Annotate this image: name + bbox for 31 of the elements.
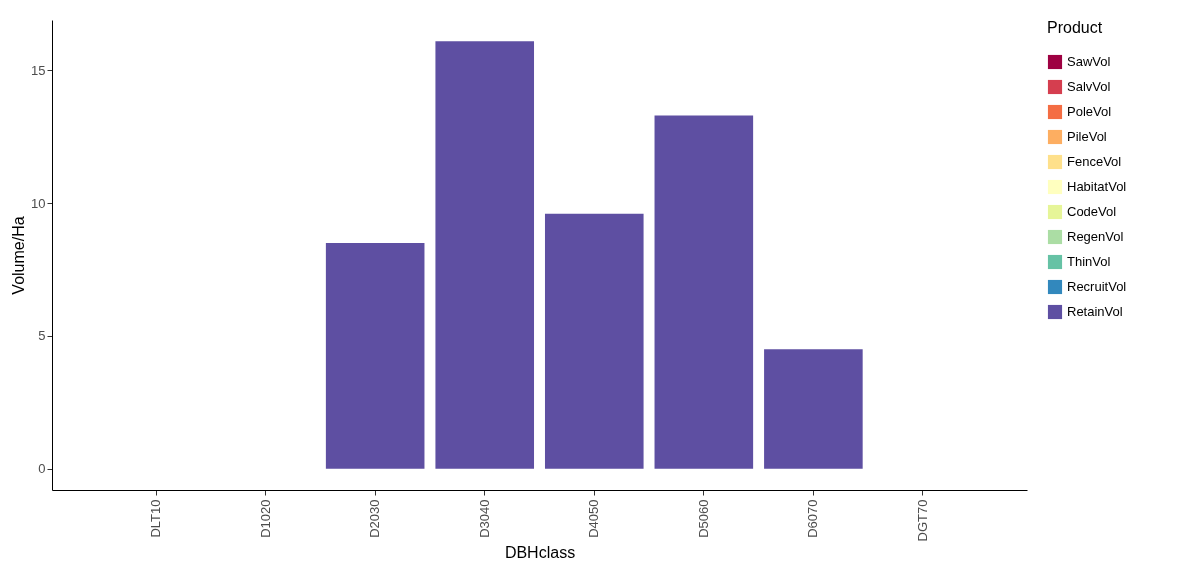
bar	[654, 115, 754, 469]
legend-label: PoleVol	[1067, 104, 1112, 119]
legend-label: CodeVol	[1067, 204, 1117, 219]
legend-label: RecruitVol	[1067, 279, 1127, 294]
x-tick-label: D4050	[586, 499, 602, 538]
y-tick-label: 5	[38, 328, 46, 344]
bar	[435, 41, 535, 469]
x-tick-label: D2030	[367, 499, 383, 538]
bar	[544, 213, 644, 469]
legend-label: ThinVol	[1067, 254, 1111, 269]
bar	[325, 243, 425, 469]
legend-label: SawVol	[1067, 54, 1111, 69]
legend-label: HabitatVol	[1067, 179, 1127, 194]
legend-label: SalvVol	[1067, 79, 1111, 94]
y-axis-title: Volume/Ha	[10, 216, 28, 295]
y-tick-label: 10	[31, 195, 46, 211]
y-tick-label: 0	[38, 461, 46, 477]
x-axis-title: DBHclass	[504, 544, 576, 562]
x-tick-label: D5060	[695, 499, 711, 538]
legend-label: FenceVol	[1067, 154, 1122, 169]
legend-title: Product	[1047, 19, 1103, 36]
legend-label: RetainVol	[1067, 304, 1123, 319]
legend-label: PileVol	[1067, 129, 1107, 144]
bar	[764, 349, 863, 469]
y-tick-label: 15	[31, 62, 46, 78]
legend-label: RegenVol	[1067, 229, 1124, 244]
x-tick-label: DLT10	[148, 499, 164, 538]
x-tick-label: D3040	[476, 499, 492, 538]
x-tick-label: DGT70	[914, 499, 930, 542]
x-tick-label: D6070	[805, 499, 821, 538]
x-tick-label: D1020	[257, 499, 273, 538]
